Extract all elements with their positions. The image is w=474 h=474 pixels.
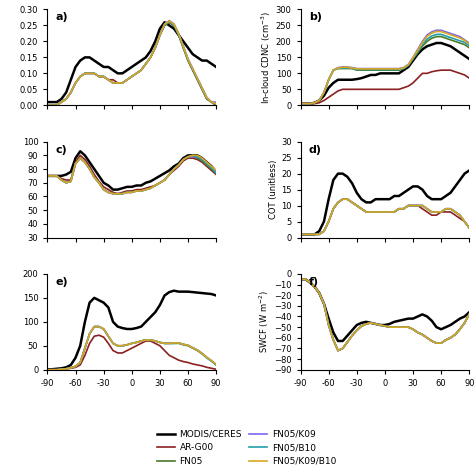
Text: b): b) <box>309 12 322 22</box>
Text: e): e) <box>56 277 68 287</box>
Text: f): f) <box>309 277 319 287</box>
Y-axis label: SWCF (W m$^{-2}$): SWCF (W m$^{-2}$) <box>258 291 271 353</box>
Text: d): d) <box>309 145 322 155</box>
Y-axis label: In-cloud CDNC (cm$^{-3}$): In-cloud CDNC (cm$^{-3}$) <box>259 11 273 104</box>
Text: c): c) <box>56 145 68 155</box>
Legend: MODIS/CERES, AR-G00, FN05, FN05/K09, FN05/B10, FN05/K09/B10: MODIS/CERES, AR-G00, FN05, FN05/K09, FN0… <box>153 426 340 469</box>
Text: a): a) <box>56 12 68 22</box>
Y-axis label: COT (unitless): COT (unitless) <box>269 160 278 219</box>
